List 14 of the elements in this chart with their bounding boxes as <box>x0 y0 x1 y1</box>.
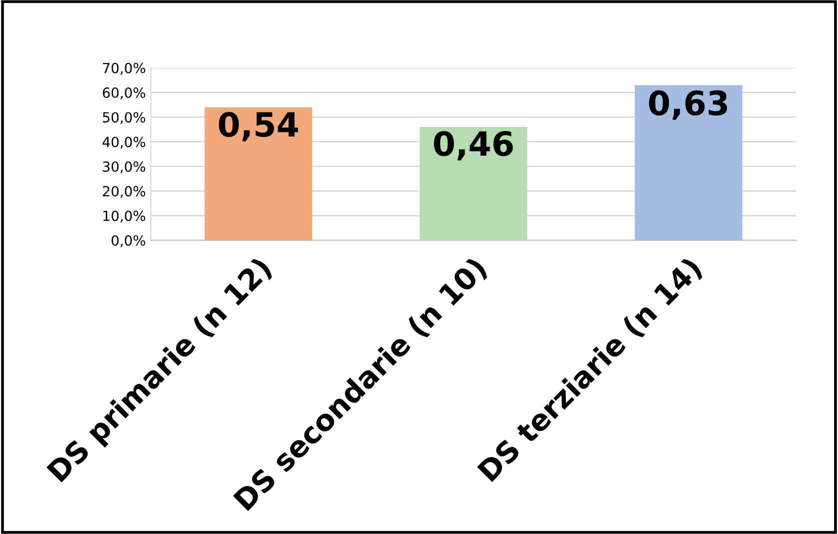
y-tick-label: 30,0% <box>102 161 146 174</box>
bar <box>204 107 312 240</box>
bar <box>634 85 742 240</box>
y-tick-label: 20,0% <box>102 186 146 198</box>
bar <box>420 126 528 240</box>
data-label: 0,63 <box>649 90 728 120</box>
data-label: 0,46 <box>434 130 513 160</box>
y-tick-label: 60,0% <box>102 87 146 100</box>
y-tick-label: 70,0% <box>102 62 146 75</box>
y-tick-label: 50,0% <box>102 112 146 124</box>
y-tick-label: 40,0% <box>102 136 146 149</box>
data-label: 0,54 <box>218 112 298 142</box>
y-tick-label: 10,0% <box>103 210 146 223</box>
y-tick-label: 0,0% <box>112 235 146 248</box>
